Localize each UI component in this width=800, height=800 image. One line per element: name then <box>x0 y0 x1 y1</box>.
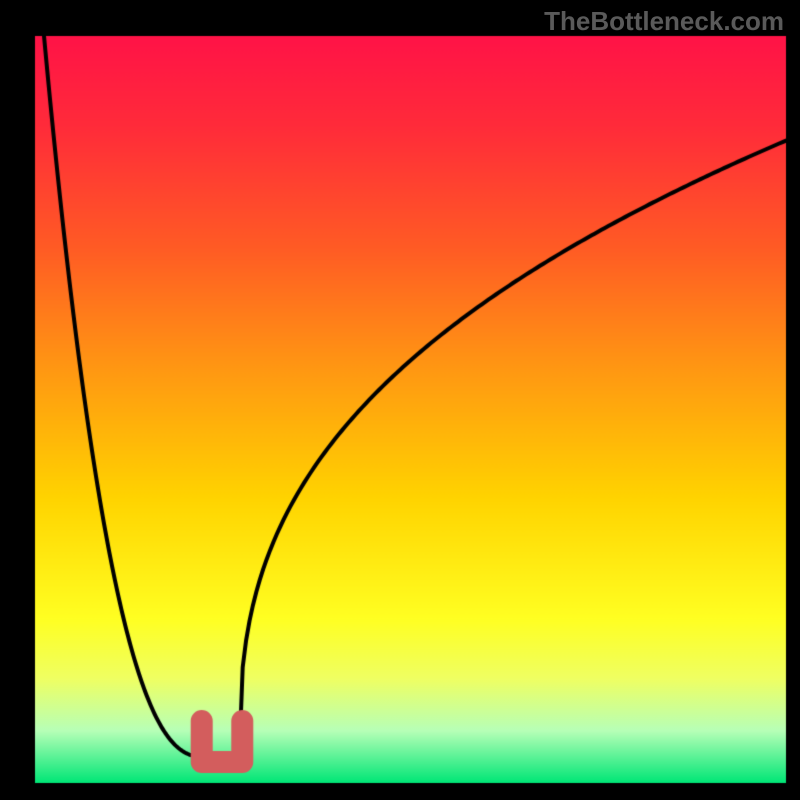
chart-stage: TheBottleneck.com <box>0 0 800 800</box>
bottleneck-chart <box>0 0 800 800</box>
watermark-text: TheBottleneck.com <box>544 6 784 37</box>
